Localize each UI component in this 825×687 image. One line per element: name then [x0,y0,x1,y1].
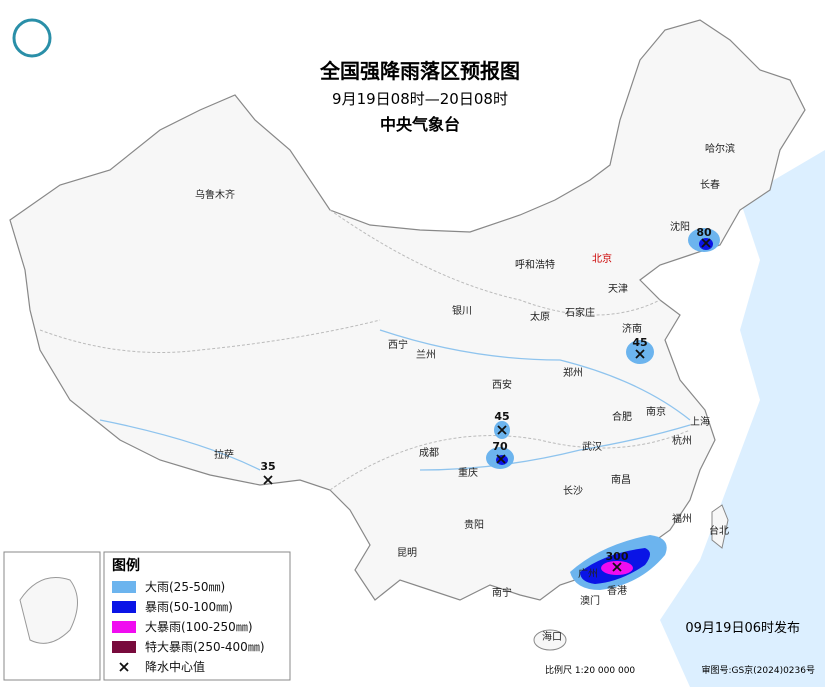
city-label: 沈阳 [670,220,690,233]
legend-title: 图例 [112,557,140,574]
center-value: 300 [606,550,629,563]
city-label: 南宁 [492,586,512,599]
legend-label: 大雨(25-50㎜) [145,580,225,594]
map-agency: 中央气象台 [380,115,460,134]
city-label: 重庆 [458,466,478,479]
legend-swatch [112,601,136,613]
center-value: 35 [260,460,275,473]
city-label: 北京 [592,252,612,265]
city-label: 昆明 [397,547,417,559]
map-title: 全国强降雨落区预报图 [319,59,520,83]
map-number: 审图号:GS京(2024)0236号 [701,664,815,676]
city-label: 拉萨 [214,448,234,461]
scale: 比例尺 1:20 000 000 [545,664,635,676]
inset-outline [19,577,78,644]
center-value: 80 [696,226,712,239]
city-label: 西宁 [388,338,408,351]
city-label: 广州 [578,568,598,580]
city-label: 合肥 [612,410,632,423]
city-label: 银川 [452,304,472,317]
legend-label: 降水中心值 [145,659,205,674]
center-marker [497,425,507,435]
legend-box [103,551,291,681]
legend-label: 特大暴雨(250-400㎜) [145,639,265,654]
city-label: 呼和浩特 [515,259,555,271]
island [533,629,567,651]
map-period: 9月19日08时—20日08时 [332,90,508,108]
center-value: 45 [494,410,509,423]
legend-swatch [112,641,136,653]
city-label: 乌鲁木齐 [195,188,235,201]
city-label: 海口 [542,630,562,643]
legend: 大雨(25-50㎜) 暴雨(50-100㎜) 大暴雨(100-250㎜) 特大暴雨(2… [112,580,265,674]
issue-time: 09月19日06时发布 [685,620,800,636]
city-label: 哈尔滨 [705,142,735,155]
center-value: 45 [632,336,647,349]
center-marker [263,475,273,485]
city-label: 香港 [607,585,627,597]
city-label: 太原 [530,310,550,323]
logo [12,18,52,58]
rain-area [626,340,654,364]
cities: 乌鲁木齐 哈尔滨 长春 沈阳 呼和浩特 北京 天津 石家庄 太原 济南 银川 西… [195,142,735,643]
river [99,329,691,471]
city-label: 上海 [690,415,710,428]
city-label: 长沙 [563,485,583,497]
rain-centers [263,238,711,572]
province-border [39,209,691,491]
legend-label: 暴雨(50-100㎜) [145,600,233,614]
city-label: 西安 [492,378,512,391]
city-label: 天津 [608,283,628,295]
city-label: 武汉 [582,440,602,453]
center-marker [496,454,506,464]
legend-swatch [112,581,136,593]
city-label: 石家庄 [565,306,595,319]
legend-label: 大暴雨(100-250㎜) [145,620,253,634]
center-marker [612,562,622,572]
city-label: 成都 [419,447,439,459]
legend-swatch [112,621,136,633]
center-marker [635,349,645,359]
legend-marker [119,662,129,672]
center-value: 70 [492,440,508,453]
sea [660,150,825,687]
city-label: 济南 [622,322,642,335]
island [711,504,729,549]
center-marker [701,238,711,248]
country-outline [9,19,806,601]
city-label: 贵阳 [464,518,484,531]
city-label: 台北 [709,524,729,537]
city-label: 澳门 [580,594,600,607]
city-label: 杭州 [672,434,692,447]
city-label: 长春 [700,179,720,191]
city-label: 南京 [646,405,666,418]
city-label: 兰州 [416,348,436,361]
city-label: 福州 [672,512,692,525]
city-label: 南昌 [611,473,631,486]
city-label: 郑州 [563,366,583,379]
